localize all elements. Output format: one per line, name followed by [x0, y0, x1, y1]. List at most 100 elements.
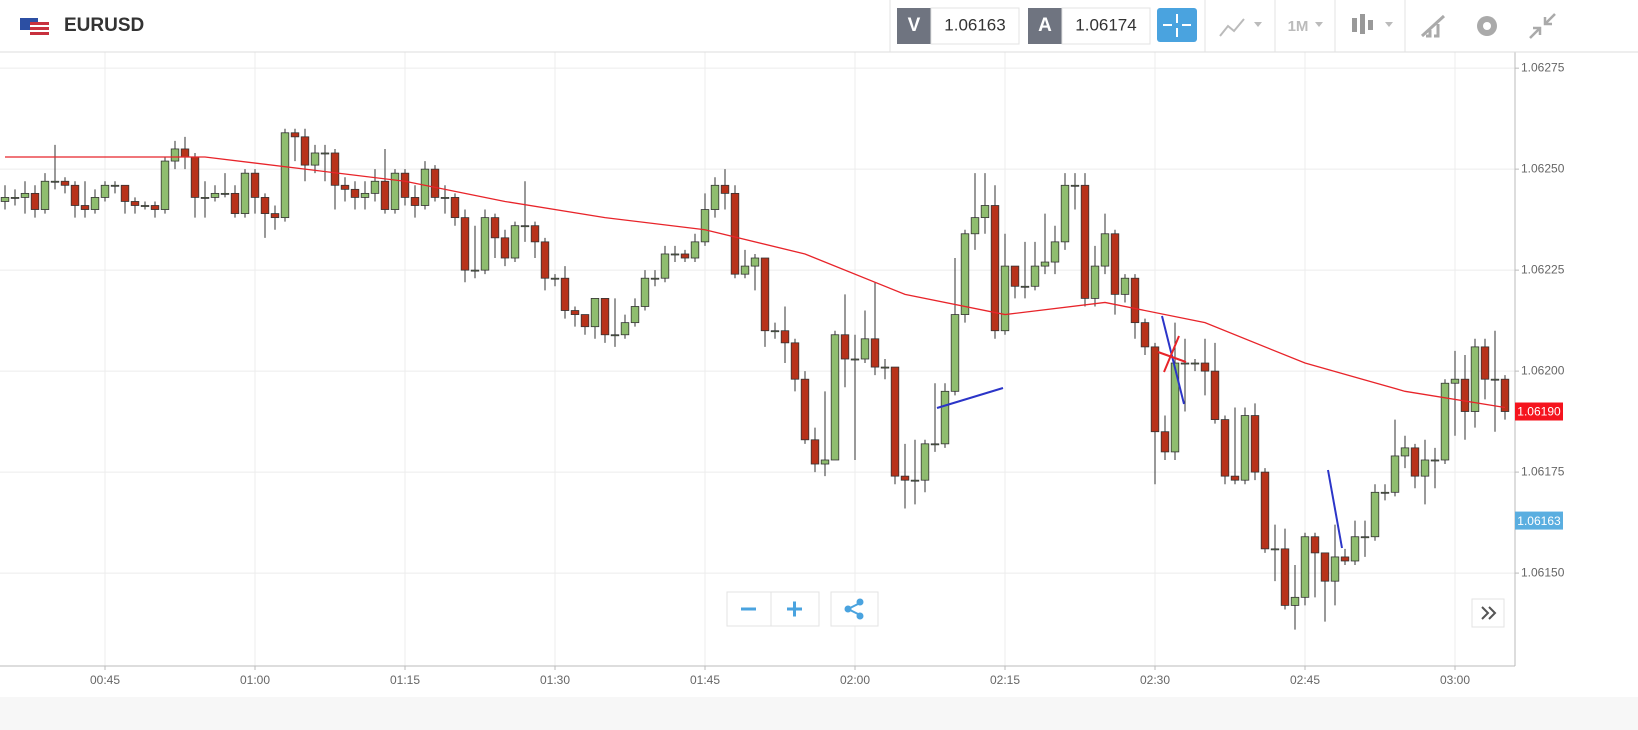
candle-body: [410, 197, 420, 206]
candle-body: [1140, 322, 1150, 348]
candle-body: [380, 180, 390, 210]
candle-body: [390, 172, 400, 210]
candle-body: [810, 439, 820, 465]
y-tick-label: 1.06175: [1521, 464, 1565, 478]
sell-button[interactable]: [897, 8, 931, 44]
candle-body: [1430, 459, 1440, 462]
candle-body: [740, 265, 750, 275]
candle-body: [1070, 184, 1080, 187]
share-button[interactable]: [830, 591, 879, 627]
candle-body: [150, 205, 160, 210]
candle-body: [70, 184, 80, 206]
candle-body: [340, 184, 350, 190]
candle-body: [450, 197, 460, 219]
x-tick-label: 02:00: [840, 673, 870, 687]
candle-body: [310, 152, 320, 166]
candle-body: [1090, 265, 1100, 299]
candle-body: [60, 180, 70, 186]
candle-body: [1490, 378, 1500, 381]
candle-body: [590, 298, 600, 328]
candle-body: [50, 180, 60, 183]
candle-body: [1410, 447, 1420, 477]
y-tick-label: 1.06200: [1521, 363, 1565, 377]
crosshair-button[interactable]: [1157, 8, 1197, 42]
candle-body: [710, 184, 720, 210]
candle-body: [130, 201, 140, 206]
price-marker: [1515, 402, 1563, 421]
candle-body: [640, 277, 650, 307]
candle-body: [1160, 431, 1170, 453]
candle-body: [120, 184, 130, 202]
candle-body: [1210, 370, 1220, 420]
candle-body: [1450, 378, 1460, 384]
y-tick-label: 1.06150: [1521, 565, 1565, 579]
candle-body: [770, 330, 780, 333]
sell-price-box: [930, 7, 1020, 45]
plot: 1.06275 1.06250 1.06225 1.06200 1.06175 1.061…: [0, 52, 1565, 687]
candle-body: [500, 237, 510, 259]
candle-body: [670, 253, 680, 256]
trend-line: [1327, 469, 1343, 549]
x-tick-label: 02:45: [1290, 673, 1320, 687]
candle-body: [600, 298, 610, 336]
price-marker-label: 1.06163: [1517, 514, 1561, 528]
candle-body: [1400, 447, 1410, 457]
x-tick-label: 00:45: [90, 673, 120, 687]
trend-line: [936, 387, 1004, 409]
candle-body: [420, 168, 430, 206]
candle-icon[interactable]: [1352, 14, 1373, 34]
candle-body: [370, 180, 380, 194]
candle-body: [1080, 184, 1090, 299]
candle-body: [140, 205, 150, 207]
y-tick-label: 1.06225: [1521, 262, 1565, 276]
candle-body: [180, 148, 190, 158]
timeframe[interactable]: 1M: [1288, 18, 1309, 35]
candle-body: [550, 277, 560, 280]
buy-button[interactable]: [1028, 8, 1062, 44]
candle-body: [790, 342, 800, 380]
candle-body: [330, 152, 340, 186]
candle-body: [250, 172, 260, 198]
candle-body: [350, 188, 360, 198]
zoom-in[interactable]: [787, 601, 802, 617]
x-tick-label: 01:15: [390, 673, 420, 687]
candle-body: [1290, 596, 1300, 606]
candle-body: [540, 241, 550, 279]
candle-body: [10, 197, 20, 199]
draw-icon[interactable]: [1420, 14, 1446, 38]
candle-body: [720, 184, 730, 194]
header: [0, 0, 1638, 52]
candle-body: [1330, 556, 1340, 582]
collapse-icon[interactable]: [1529, 13, 1556, 39]
candle-body: [650, 277, 660, 280]
candle-body: [1150, 346, 1160, 433]
trend-line: [1161, 315, 1185, 405]
candle-body: [1030, 265, 1040, 287]
candle-body: [1440, 382, 1450, 461]
chart-type-icon[interactable]: [1219, 18, 1245, 37]
candle-body: [1250, 415, 1260, 473]
candle-body: [320, 152, 330, 155]
flag-icon: [20, 18, 49, 35]
cross-mark: [1163, 335, 1180, 373]
candle-body: [950, 314, 960, 392]
candle-body: [630, 306, 640, 324]
candle-body: [840, 334, 850, 360]
candle-body: [90, 197, 100, 210]
candle-body: [1310, 536, 1320, 554]
candle-body: [100, 184, 110, 198]
candle-body: [660, 253, 670, 279]
candle-body: [520, 225, 530, 228]
candle-body: [470, 269, 480, 272]
candle-body: [1380, 491, 1390, 494]
candle-body: [240, 172, 250, 214]
crosshair-icon: [1163, 14, 1191, 37]
candle-body: [1010, 265, 1020, 287]
candle-body: [910, 479, 920, 482]
candle-body: [780, 330, 790, 344]
candle-body: [190, 156, 200, 198]
candle-body: [1170, 362, 1180, 453]
candle-body: [0, 197, 10, 202]
candle-body: [440, 197, 450, 199]
